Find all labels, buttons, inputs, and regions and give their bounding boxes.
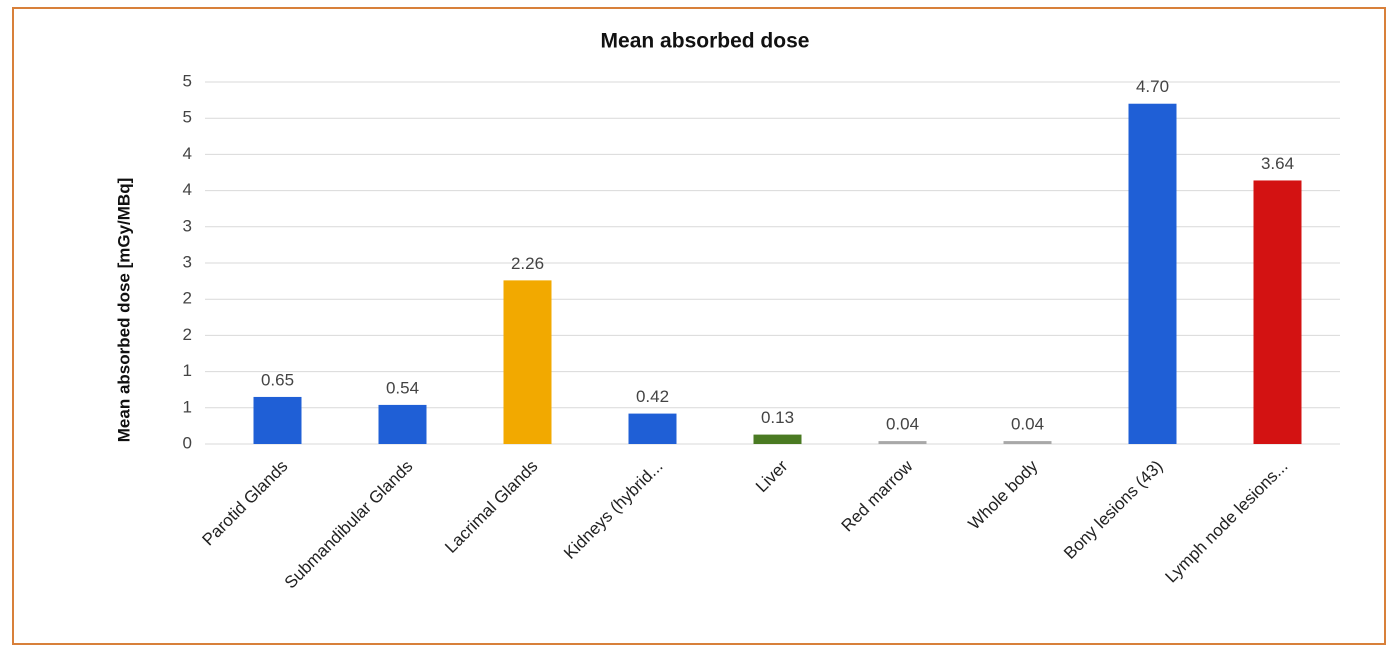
bar [1128,103,1177,444]
value-label: 0.65 [261,370,294,389]
bar [1253,180,1302,445]
bar [503,280,552,444]
chart-title: Mean absorbed dose [601,30,810,53]
y-axis-label: Mean absorbed dose [mGy/MBq] [114,178,133,442]
bar [628,413,677,444]
y-tick-label: 0 [183,433,192,452]
y-tick-label: 3 [183,216,192,235]
value-label: 0.13 [761,408,794,427]
bar [378,404,427,444]
value-label: 4.70 [1136,77,1169,96]
value-label: 0.54 [386,378,419,397]
y-tick-label: 5 [183,71,192,90]
value-label: 3.64 [1261,154,1294,173]
value-label: 0.42 [636,387,669,406]
bar [1003,441,1052,444]
y-tick-label: 1 [183,397,192,416]
y-tick-label: 4 [183,144,192,163]
y-tick-label: 5 [183,108,192,127]
y-tick-label: 4 [183,180,192,199]
bar [878,441,927,444]
value-label: 2.26 [511,254,544,273]
y-tick-label: 3 [183,252,192,271]
bar [253,396,302,444]
value-label: 0.04 [886,415,919,434]
bar [753,434,802,444]
y-tick-label: 2 [183,289,192,308]
frame [12,7,1386,645]
value-label: 0.04 [1011,415,1044,434]
y-tick-label: 2 [183,325,192,344]
y-tick-label: 1 [183,361,192,380]
